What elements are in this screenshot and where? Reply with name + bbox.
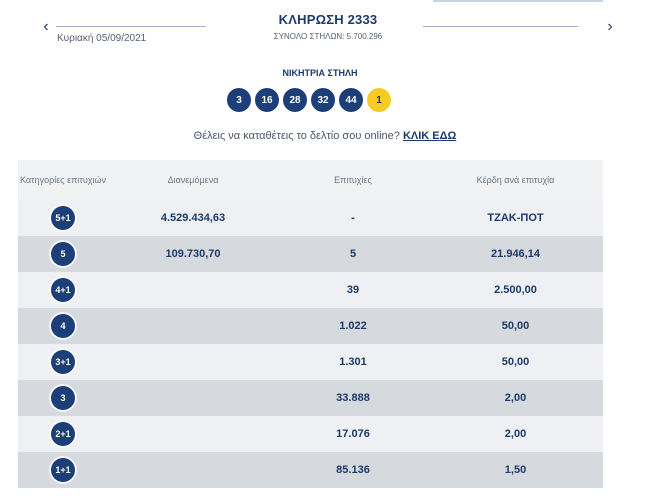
header-distributed: Διανεμόμενα bbox=[167, 175, 219, 185]
distributed-cell bbox=[108, 272, 278, 308]
category-cell: 5 bbox=[18, 236, 108, 272]
next-draw-chevron-right-icon[interactable]: › bbox=[607, 18, 613, 35]
winning-number-ball: 32 bbox=[311, 88, 335, 112]
category-badge: 2+1 bbox=[51, 422, 75, 446]
winners-cell: 85.136 bbox=[336, 464, 370, 476]
previous-draw-chevron-left-icon[interactable]: ‹ bbox=[43, 18, 49, 35]
click-here-link[interactable]: ΚΛΙΚ ΕΔΩ bbox=[402, 130, 457, 142]
prize-cell: 50,00 bbox=[501, 320, 530, 332]
winning-number-ball: 16 bbox=[255, 88, 279, 112]
online-ticket-text: Θέλεις να καταθέτεις το δελτίο σου onlin… bbox=[193, 130, 403, 142]
winning-number-ball: 44 bbox=[339, 88, 363, 112]
header-divider-left bbox=[56, 26, 206, 27]
prize-table-header: Κατηγορίες επιτυχιών Διανεμόμενα Επιτυχί… bbox=[18, 160, 603, 200]
winners-cell: 1.301 bbox=[339, 356, 367, 368]
prize-table: Κατηγορίες επιτυχιών Διανεμόμενα Επιτυχί… bbox=[18, 160, 603, 488]
category-cell: 4 bbox=[18, 308, 108, 344]
total-columns: ΣΥΝΟΛΟ ΣΤΗΛΩΝ: 5.700.296 bbox=[273, 32, 383, 41]
prize-cell: 50,00 bbox=[501, 356, 530, 368]
table-row: 3+1 1.301 50,00 bbox=[18, 344, 603, 380]
category-cell: 2+1 bbox=[18, 416, 108, 452]
category-badge: 4 bbox=[51, 314, 75, 338]
prize-cell: 2.500,00 bbox=[494, 284, 537, 296]
winning-column-label: ΝΙΚΗΤΡΙΑ ΣΤΗΛΗ bbox=[282, 68, 358, 78]
winning-number-ball: 28 bbox=[283, 88, 307, 112]
table-row: 5+1 4.529.434,63 - ΤΖΑΚ-ΠΟΤ bbox=[18, 200, 603, 236]
category-cell: 5+1 bbox=[18, 200, 108, 236]
header-divider-right bbox=[423, 26, 578, 27]
table-row: 1+1 85.136 1,50 bbox=[18, 452, 603, 488]
winners-cell: 17.076 bbox=[336, 428, 370, 440]
distributed-cell: 109.730,70 bbox=[165, 248, 221, 260]
winning-numbers: 3 16 28 32 44 1 bbox=[227, 88, 391, 112]
category-cell: 1+1 bbox=[18, 452, 108, 488]
header-accent-line bbox=[433, 0, 603, 2]
winners-cell: - bbox=[351, 212, 355, 224]
joker-number-ball: 1 bbox=[367, 88, 391, 112]
category-cell: 3 bbox=[18, 380, 108, 416]
distributed-cell bbox=[108, 416, 278, 452]
prize-cell: 2,00 bbox=[504, 392, 527, 404]
winners-cell: 1.022 bbox=[339, 320, 367, 332]
winners-cell: 5 bbox=[349, 248, 357, 260]
draw-header: ‹ ΚΛΗΡΩΣΗ 2333 ΣΥΝΟΛΟ ΣΤΗΛΩΝ: 5.700.296 … bbox=[18, 0, 613, 52]
distributed-cell bbox=[108, 380, 278, 416]
table-row: 2+1 17.076 2,00 bbox=[18, 416, 603, 452]
table-row: 5 109.730,70 5 21.946,14 bbox=[18, 236, 603, 272]
header-winners: Επιτυχίες bbox=[334, 175, 372, 185]
prize-cell: 21.946,14 bbox=[491, 248, 540, 260]
category-cell: 3+1 bbox=[18, 344, 108, 380]
prize-cell: 2,00 bbox=[504, 428, 527, 440]
winners-cell: 33.888 bbox=[336, 392, 370, 404]
distributed-cell bbox=[108, 308, 278, 344]
table-row: 4+1 39 2.500,00 bbox=[18, 272, 603, 308]
category-badge: 5+1 bbox=[51, 206, 75, 230]
distributed-cell bbox=[108, 452, 278, 488]
prize-cell: ΤΖΑΚ-ΠΟΤ bbox=[487, 212, 544, 224]
draw-date: Κυριακή 05/09/2021 bbox=[57, 33, 147, 44]
category-badge: 3+1 bbox=[51, 350, 75, 374]
distributed-cell bbox=[108, 344, 278, 380]
table-row: 4 1.022 50,00 bbox=[18, 308, 603, 344]
table-row: 3 33.888 2,00 bbox=[18, 380, 603, 416]
winning-number-ball: 3 bbox=[227, 88, 251, 112]
category-cell: 4+1 bbox=[18, 272, 108, 308]
category-badge: 3 bbox=[51, 386, 75, 410]
category-badge: 5 bbox=[51, 242, 75, 266]
online-ticket-prompt: Θέλεις να καταθέτεις το δελτίο σου onlin… bbox=[140, 130, 510, 142]
distributed-cell: 4.529.434,63 bbox=[160, 212, 226, 224]
header-prize-per-winner: Κέρδη ανά επιτυχία bbox=[476, 175, 555, 185]
category-badge: 1+1 bbox=[51, 458, 75, 482]
winners-cell: 39 bbox=[346, 284, 360, 296]
draw-title: ΚΛΗΡΩΣΗ 2333 bbox=[278, 12, 378, 27]
prize-cell: 1,50 bbox=[504, 464, 527, 476]
header-categories: Κατηγορίες επιτυχιών bbox=[19, 175, 107, 185]
category-badge: 4+1 bbox=[51, 278, 75, 302]
